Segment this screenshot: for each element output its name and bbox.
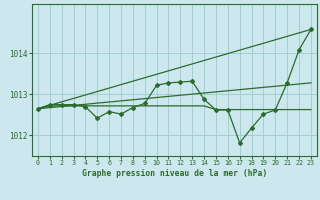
X-axis label: Graphe pression niveau de la mer (hPa): Graphe pression niveau de la mer (hPa) (82, 169, 267, 178)
